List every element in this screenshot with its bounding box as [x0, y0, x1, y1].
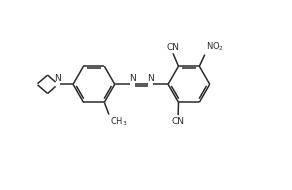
Text: CN: CN: [166, 43, 179, 52]
Text: N: N: [129, 74, 136, 83]
Text: NO$_2$: NO$_2$: [206, 41, 224, 53]
Text: CN: CN: [172, 117, 185, 126]
Text: N: N: [147, 74, 154, 83]
Text: CH$_3$: CH$_3$: [110, 116, 127, 128]
Text: N: N: [54, 74, 61, 83]
